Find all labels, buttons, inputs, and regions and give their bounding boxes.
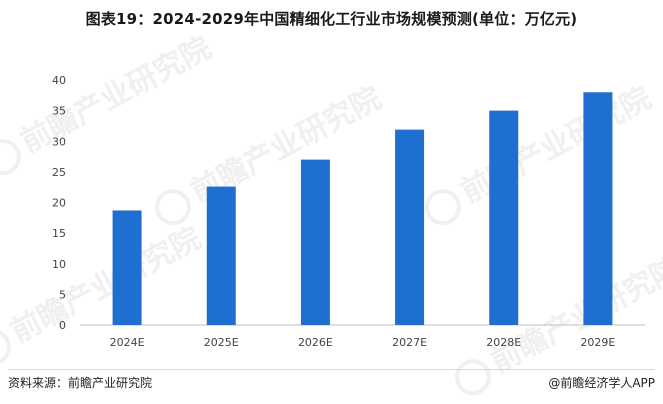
bar-2024E xyxy=(112,210,142,325)
y-tick-label: 40 xyxy=(52,74,66,87)
x-tick-label: 2026E xyxy=(298,336,333,349)
x-tick-label: 2025E xyxy=(204,336,239,349)
y-tick-label: 5 xyxy=(59,288,66,301)
y-tick-label: 30 xyxy=(52,135,66,148)
source-note: 资料来源：前瞻产业研究院 xyxy=(8,376,153,390)
brand-credit: @前瞻经济学人APP xyxy=(548,376,655,390)
y-tick-label: 35 xyxy=(52,105,66,118)
bar-2027E xyxy=(395,129,425,325)
y-tick-label: 25 xyxy=(52,166,66,179)
y-tick-label: 10 xyxy=(52,258,66,271)
x-tick-label: 2027E xyxy=(392,336,427,349)
chart-title: 图表19：2024-2029年中国精细化工行业市场规模预测(单位：万亿元) xyxy=(85,10,578,28)
y-tick-label: 15 xyxy=(52,227,66,240)
bar-2029E xyxy=(583,92,613,325)
bar-2028E xyxy=(489,110,519,325)
bar-2026E xyxy=(300,159,330,325)
footer-divider xyxy=(8,369,655,370)
y-tick-label: 0 xyxy=(59,319,66,332)
y-tick-label: 20 xyxy=(52,197,66,210)
x-tick-label: 2028E xyxy=(486,336,521,349)
bar-2025E xyxy=(206,186,236,325)
x-tick-label: 2029E xyxy=(580,336,615,349)
x-tick-label: 2024E xyxy=(110,336,145,349)
